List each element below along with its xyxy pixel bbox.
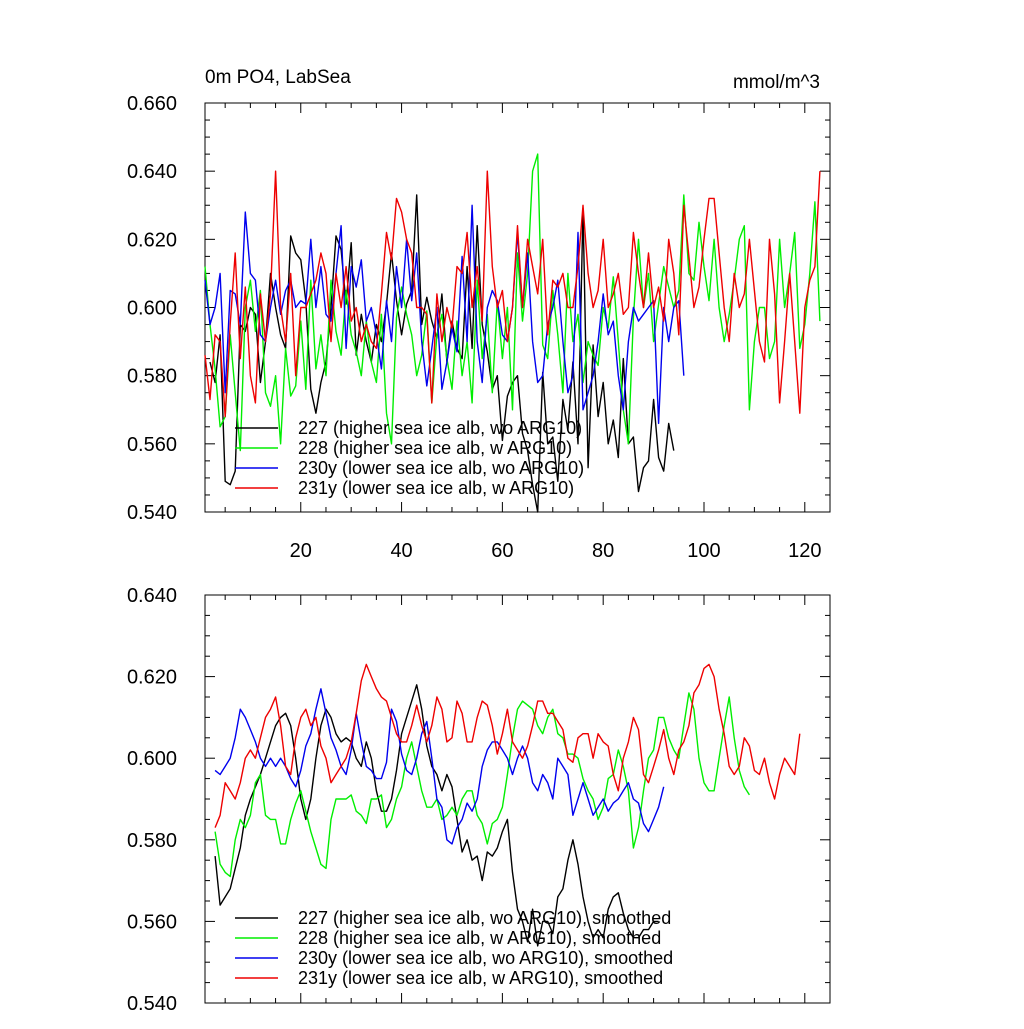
x-tick-label: 40 <box>390 540 412 562</box>
top-panel: 0.540 0.560 0.580 0.600 0.620 0.640 0.660 20 40 6… <box>127 93 831 562</box>
y-tick-label: 0.540 <box>127 993 177 1015</box>
series-line <box>214 684 659 947</box>
series-line <box>214 688 665 845</box>
y-tick-label: 0.600 <box>127 748 177 770</box>
x-tick-label: 100 <box>687 540 720 562</box>
y-tick-label: 0.620 <box>127 667 177 689</box>
legend-label: 231y (lower sea ice alb, w ARG10), smoot… <box>298 968 663 988</box>
y-tick-label: 0.640 <box>127 585 177 607</box>
legend-label: 227 (higher sea ice alb, wo ARG10), smoo… <box>298 908 671 928</box>
x-tick-label: 120 <box>788 540 821 562</box>
legend-label: 230y (lower sea ice alb, wo ARG10), smoo… <box>298 948 673 968</box>
series-line <box>204 170 821 418</box>
bottom-panel: 0.540 0.560 0.580 0.600 0.620 0.640 227 (highe… <box>127 585 831 1015</box>
legend-label: 228 (higher sea ice alb, w ARG10), smoot… <box>298 928 661 948</box>
x-tick-label: 20 <box>290 540 312 562</box>
legend-label: 228 (higher sea ice alb, w ARG10) <box>298 438 572 458</box>
series-line <box>214 692 750 878</box>
y-tick-label: 0.600 <box>127 298 177 320</box>
y-tick-label: 0.640 <box>127 161 177 183</box>
legend-label: 231y (lower sea ice alb, w ARG10) <box>298 478 574 498</box>
chart-title: 0m PO4, LabSea <box>205 67 351 88</box>
x-tick-label: 80 <box>592 540 614 562</box>
x-tick-label: 60 <box>491 540 513 562</box>
legend-label: 227 (higher sea ice alb, wo ARG10) <box>298 418 582 438</box>
y-tick-label: 0.580 <box>127 366 177 388</box>
series-line <box>214 663 801 828</box>
y-tick-label: 0.660 <box>127 93 177 115</box>
units-label: mmol/m^3 <box>733 72 820 93</box>
y-tick-label: 0.580 <box>127 830 177 852</box>
y-tick-label: 0.620 <box>127 229 177 251</box>
y-tick-label: 0.560 <box>127 911 177 933</box>
y-tick-label: 0.540 <box>127 502 177 524</box>
y-tick-label: 0.560 <box>127 434 177 456</box>
legend-label: 230y (lower sea ice alb, wo ARG10) <box>298 458 584 478</box>
series-line <box>204 204 685 425</box>
series-line <box>204 153 821 452</box>
